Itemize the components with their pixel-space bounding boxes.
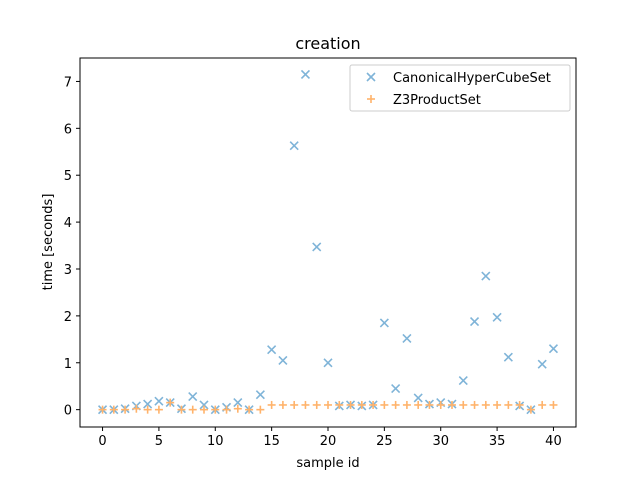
data-point: [492, 312, 502, 322]
data-point: [436, 400, 445, 409]
data-point: [300, 69, 311, 79]
data-point: [143, 405, 152, 414]
series-canonical-hypercubeset: [97, 69, 559, 415]
data-point: [481, 400, 490, 409]
y-tick-label: 4: [64, 216, 72, 231]
data-point: [357, 400, 366, 409]
data-point: [324, 400, 332, 409]
data-point: [278, 355, 288, 365]
data-point: [391, 383, 401, 394]
y-tick-label: 7: [64, 75, 72, 90]
y-tick-label: 3: [64, 263, 72, 278]
data-point: [211, 405, 220, 414]
data-point: [448, 400, 456, 409]
data-point: [154, 405, 163, 414]
data-point: [402, 400, 411, 409]
x-tick-label: 5: [155, 434, 163, 449]
data-point: [312, 242, 322, 252]
data-point: [132, 404, 141, 413]
data-point: [312, 400, 321, 409]
data-point: [233, 404, 242, 413]
data-point: [515, 400, 524, 409]
data-point: [504, 400, 513, 409]
x-tick-label: 30: [432, 434, 449, 449]
x-tick-label: 0: [98, 434, 106, 449]
legend-marker: [366, 72, 376, 82]
y-tick-label: 2: [64, 310, 72, 325]
data-point: [278, 400, 287, 409]
data-point: [267, 345, 277, 355]
data-point: [267, 400, 276, 409]
data-point: [481, 271, 491, 281]
data-point: [143, 399, 153, 409]
y-tick-label: 5: [64, 169, 72, 184]
data-point: [188, 405, 197, 414]
data-point: [402, 333, 412, 343]
data-point: [458, 376, 468, 386]
x-tick-label: 40: [545, 434, 562, 449]
x-axis: 0 5 10 15 20 25 30 35 40: [98, 427, 562, 449]
x-tick-label: 20: [320, 434, 337, 449]
data-point: [469, 316, 480, 327]
data-point: [346, 400, 355, 409]
y-axis: 0 1 2 3 4 5 6 7: [64, 75, 80, 419]
data-point: [413, 393, 423, 403]
data-point: [323, 358, 333, 368]
data-point: [369, 400, 378, 409]
data-point: [301, 400, 310, 409]
data-point: [199, 400, 209, 410]
data-point: [459, 400, 468, 409]
data-point: [503, 352, 513, 362]
y-tick-label: 6: [64, 122, 72, 137]
data-point: [121, 405, 130, 414]
data-point: [548, 344, 559, 354]
data-point: [470, 400, 479, 409]
chart-title: creation: [295, 34, 360, 53]
data-point: [109, 405, 118, 414]
data-point: [233, 398, 243, 408]
plot-area: [97, 69, 559, 415]
legend-marker: [367, 95, 375, 103]
data-point: [177, 405, 186, 414]
data-point: [425, 400, 434, 409]
data-point: [414, 400, 423, 409]
x-axis-label: sample id: [296, 456, 359, 471]
series-z3productset: [98, 398, 558, 414]
data-point: [526, 405, 535, 414]
x-tick-label: 15: [263, 434, 280, 449]
data-point: [391, 400, 400, 409]
legend-box: [349, 64, 571, 112]
data-point: [154, 396, 164, 406]
data-point: [493, 400, 502, 409]
legend-label: Z3ProductSet: [393, 93, 481, 108]
data-point: [256, 405, 265, 414]
x-tick-label: 35: [489, 434, 506, 449]
legend-label: CanonicalHyperCubeSet: [393, 71, 551, 86]
data-point: [549, 400, 558, 409]
data-point: [98, 405, 107, 414]
data-point: [289, 141, 299, 151]
y-tick-label: 1: [64, 357, 72, 372]
data-point: [538, 400, 547, 409]
data-point: [222, 405, 231, 414]
x-tick-label: 10: [207, 434, 224, 449]
data-point: [335, 400, 344, 409]
y-axis-label: time [seconds]: [41, 194, 56, 291]
data-point: [537, 359, 547, 369]
data-point: [188, 391, 198, 402]
data-point: [166, 398, 175, 407]
y-tick-label: 0: [64, 404, 72, 419]
data-point: [380, 400, 389, 409]
data-point: [255, 390, 265, 400]
data-point: [379, 318, 389, 328]
x-tick-label: 25: [376, 434, 393, 449]
data-point: [290, 400, 299, 409]
data-point: [245, 405, 254, 414]
data-point: [200, 405, 208, 414]
legend: CanonicalHyperCubeSet Z3ProductSet: [349, 64, 571, 112]
